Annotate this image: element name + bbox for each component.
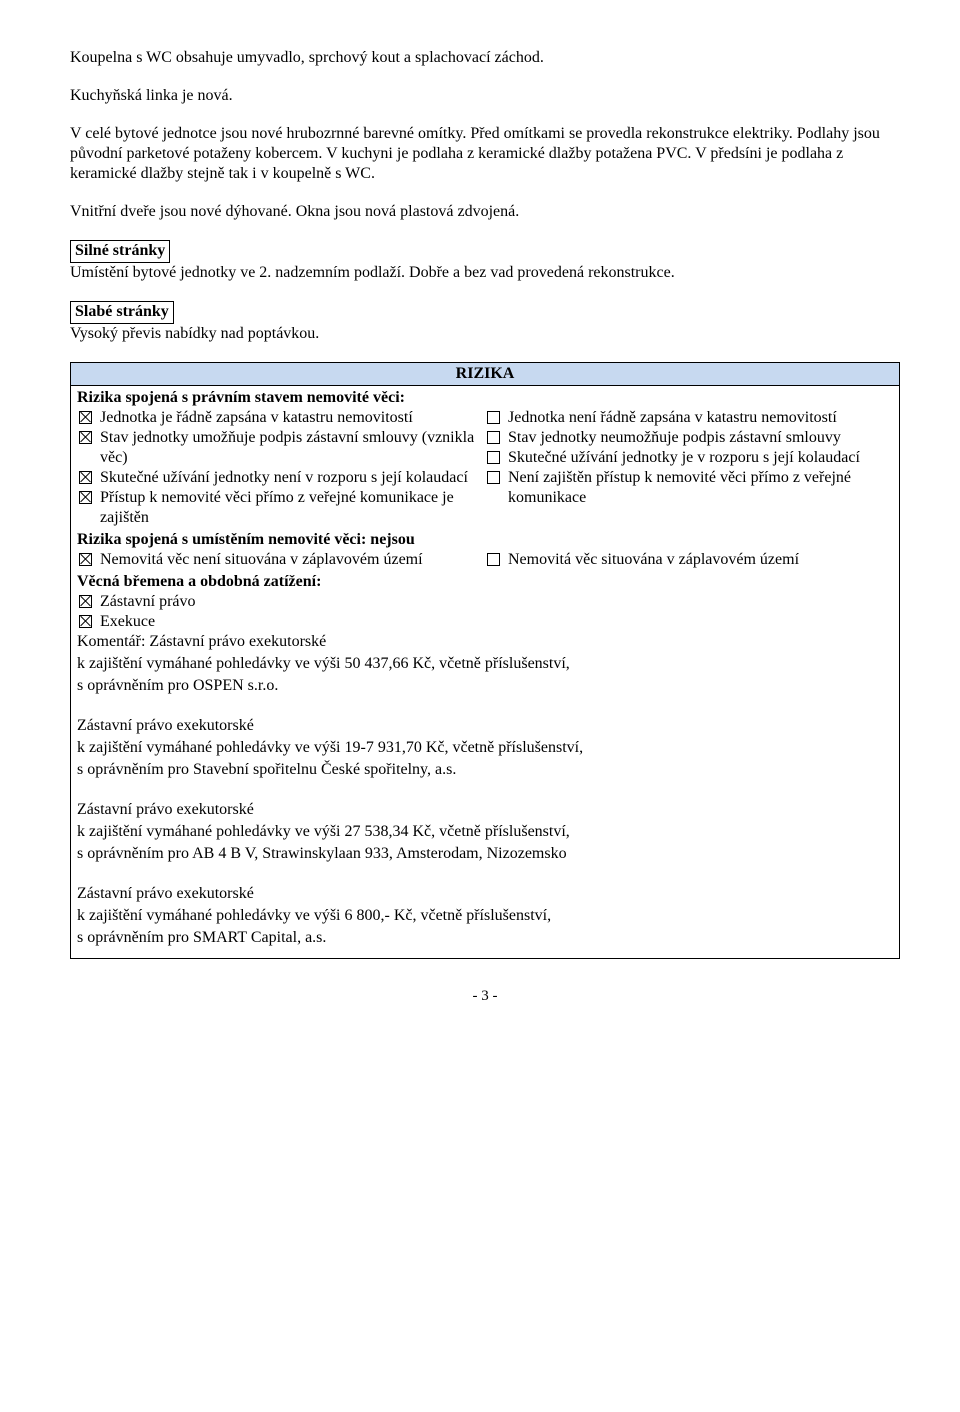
cb-text: Stav jednotky umožňuje podpis zástavní s… — [100, 428, 485, 468]
page-number: - 3 - — [70, 987, 900, 1006]
cb-text: Nemovitá věc situována v záplavovém územ… — [508, 550, 893, 570]
lien-l1: Zástavní právo exekutorské — [77, 884, 893, 904]
cb-row: Skutečné užívání jednotky je v rozporu s… — [485, 448, 893, 468]
checkbox-empty-icon — [487, 451, 500, 464]
cb-text: Není zajištěn přístup k nemovité věci př… — [508, 468, 893, 508]
cb-text: Zástavní právo — [100, 592, 893, 612]
risks-comment-l3: s oprávněním pro OSPEN s.r.o. — [77, 676, 893, 696]
risks-location-title: Rizika spojená s umístěním nemovité věci… — [77, 530, 893, 550]
risks-comment-l2: k zajištění vymáhané pohledávky ve výši … — [77, 654, 893, 674]
checkbox-empty-icon — [487, 553, 500, 566]
cb-row: Nemovitá věc situována v záplavovém územ… — [485, 550, 893, 570]
weaknesses-title: Slabé stránky — [70, 301, 174, 324]
strengths-title: Silné stránky — [70, 240, 170, 263]
checkbox-checked-icon — [79, 471, 92, 484]
checkbox-checked-icon — [79, 411, 92, 424]
cb-text: Skutečné užívání jednotky není v rozporu… — [100, 468, 485, 488]
risks-encumbrance-title: Věcná břemena a obdobná zatížení: — [77, 572, 893, 592]
risks-comment-l1: Komentář: Zástavní právo exekutorské — [77, 632, 893, 652]
checkbox-checked-icon — [79, 615, 92, 628]
cb-text: Jednotka je řádně zapsána v katastru nem… — [100, 408, 485, 428]
lien-l3: s oprávněním pro SMART Capital, a.s. — [77, 928, 893, 948]
checkbox-checked-icon — [79, 491, 92, 504]
checkbox-checked-icon — [79, 553, 92, 566]
strengths-text: Umístění bytové jednotky ve 2. nadzemním… — [70, 263, 900, 283]
checkbox-empty-icon — [487, 411, 500, 424]
lien-l3: s oprávněním pro Stavební spořitelnu Čes… — [77, 760, 893, 780]
lien-l1: Zástavní právo exekutorské — [77, 800, 893, 820]
lien-l1: Zástavní právo exekutorské — [77, 716, 893, 736]
cb-row: Jednotka je řádně zapsána v katastru nem… — [77, 408, 485, 428]
cb-row: Exekuce — [77, 612, 893, 632]
cb-text: Nemovitá věc není situována v záplavovém… — [100, 550, 485, 570]
risks-legal-title: Rizika spojená s právním stavem nemovité… — [77, 388, 893, 408]
cb-text: Exekuce — [100, 612, 893, 632]
cb-row: Jednotka není řádně zapsána v katastru n… — [485, 408, 893, 428]
checkbox-empty-icon — [487, 431, 500, 444]
cb-text: Jednotka není řádně zapsána v katastru n… — [508, 408, 893, 428]
lien-l2: k zajištění vymáhané pohledávky ve výši … — [77, 906, 893, 926]
cb-row: Stav jednotky neumožňuje podpis zástavní… — [485, 428, 893, 448]
cb-text: Skutečné užívání jednotky je v rozporu s… — [508, 448, 893, 468]
lien-l2: k zajištění vymáhané pohledávky ve výši … — [77, 822, 893, 842]
cb-row: Nemovitá věc není situována v záplavovém… — [77, 550, 485, 570]
risks-table: RIZIKA Rizika spojená s právním stavem n… — [70, 362, 900, 959]
cb-row: Skutečné užívání jednotky není v rozporu… — [77, 468, 485, 488]
cb-text: Přístup k nemovité věci přímo z veřejné … — [100, 488, 485, 528]
cb-row: Přístup k nemovité věci přímo z veřejné … — [77, 488, 485, 528]
intro-p4: Vnitřní dveře jsou nové dýhované. Okna j… — [70, 202, 900, 222]
risks-header: RIZIKA — [71, 362, 899, 386]
cb-row: Stav jednotky umožňuje podpis zástavní s… — [77, 428, 485, 468]
cb-row: Zástavní právo — [77, 592, 893, 612]
intro-p1: Koupelna s WC obsahuje umyvadlo, sprchov… — [70, 48, 900, 68]
lien-l2: k zajištění vymáhané pohledávky ve výši … — [77, 738, 893, 758]
weaknesses-text: Vysoký převis nabídky nad poptávkou. — [70, 324, 900, 344]
checkbox-empty-icon — [487, 471, 500, 484]
cb-text: Stav jednotky neumožňuje podpis zástavní… — [508, 428, 893, 448]
lien-l3: s oprávněním pro AB 4 B V, Strawinskylaa… — [77, 844, 893, 864]
intro-p3: V celé bytové jednotce jsou nové hrubozr… — [70, 124, 900, 184]
checkbox-checked-icon — [79, 431, 92, 444]
cb-row: Není zajištěn přístup k nemovité věci př… — [485, 468, 893, 508]
intro-p2: Kuchyňská linka je nová. — [70, 86, 900, 106]
checkbox-checked-icon — [79, 595, 92, 608]
